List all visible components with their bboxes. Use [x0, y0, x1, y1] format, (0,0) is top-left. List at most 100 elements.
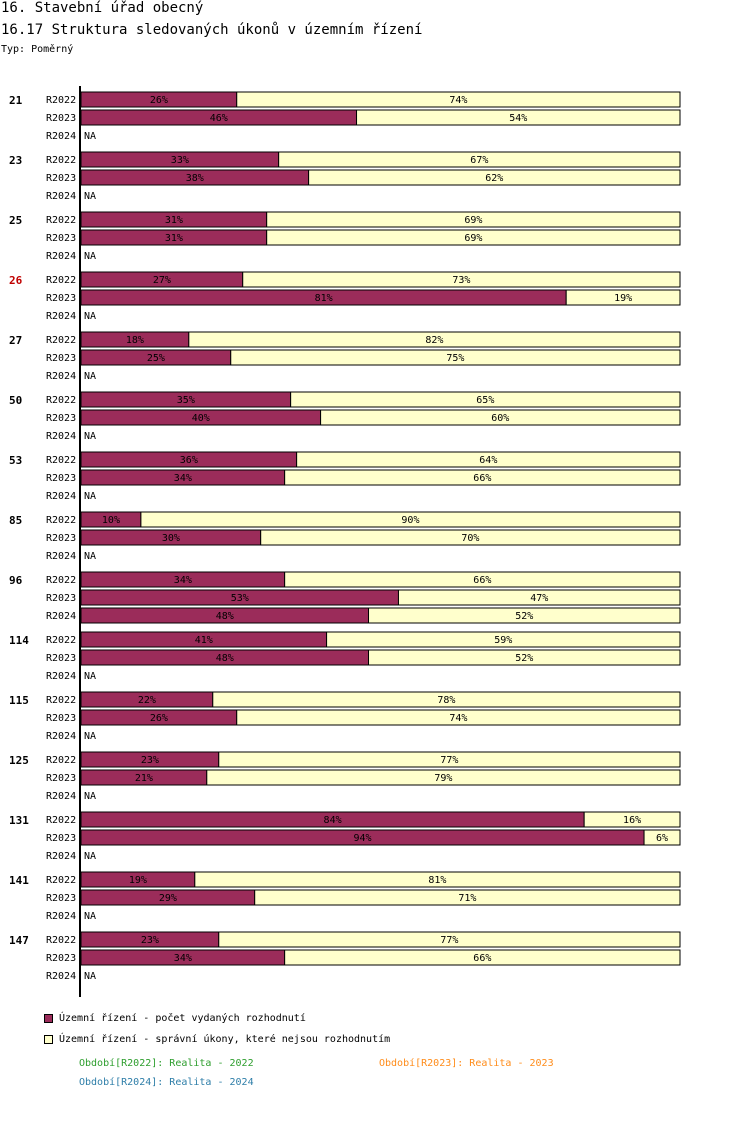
- period-tick-label: R2024: [46, 491, 76, 502]
- data-label: 94%: [353, 833, 371, 844]
- data-label: 48%: [216, 611, 234, 622]
- period-tick-label: R2024: [46, 731, 76, 742]
- na-label: NA: [84, 851, 96, 862]
- na-label: NA: [84, 491, 96, 502]
- period-tick-label: R2024: [46, 431, 76, 442]
- data-label: 26%: [150, 713, 168, 724]
- data-label: 81%: [428, 875, 446, 886]
- legend-label-series1: Územní řízení - počet vydaných rozhodnut…: [59, 1013, 306, 1024]
- bar-segment: [565, 289, 681, 306]
- data-label: 52%: [515, 653, 533, 664]
- na-label: NA: [84, 791, 96, 802]
- bar-segment: [643, 829, 681, 846]
- bar-segment: [278, 151, 681, 168]
- data-label: 34%: [174, 575, 192, 586]
- group-label: 50: [9, 394, 22, 407]
- na-label: NA: [84, 311, 96, 322]
- data-label: 46%: [210, 113, 228, 124]
- bar-segment: [242, 271, 681, 288]
- legend-item-series2: Územní řízení - správní úkony, které nej…: [44, 1034, 390, 1045]
- data-label: 18%: [126, 335, 144, 346]
- period-tick-label: R2023: [46, 293, 76, 304]
- bar-segment: [218, 751, 681, 768]
- na-label: NA: [84, 131, 96, 142]
- bar-segment: [284, 469, 681, 486]
- data-label: 66%: [473, 575, 491, 586]
- legend-item-series1: Územní řízení - počet vydaných rozhodnut…: [44, 1013, 306, 1024]
- data-label: 54%: [509, 113, 527, 124]
- data-label: 65%: [476, 395, 494, 406]
- na-label: NA: [84, 971, 96, 982]
- data-label: 79%: [434, 773, 452, 784]
- bar-segment: [230, 349, 681, 366]
- period-tick-label: R2024: [46, 971, 76, 982]
- legend-swatch-series2: [44, 1035, 53, 1044]
- period-tick-label: R2023: [46, 173, 76, 184]
- data-label: 71%: [458, 893, 476, 904]
- group-label: 23: [9, 154, 22, 167]
- bar-segment: [296, 451, 681, 468]
- period-tick-label: R2023: [46, 953, 76, 964]
- bar-segment: [140, 511, 681, 528]
- na-label: NA: [84, 731, 96, 742]
- group-label: 131: [9, 814, 29, 827]
- bar-segment: [368, 649, 681, 666]
- bar-segment: [266, 211, 681, 228]
- data-label: 19%: [129, 875, 147, 886]
- period-tick-label: R2023: [46, 233, 76, 244]
- period-tick-label: R2023: [46, 833, 76, 844]
- period-tick-label: R2024: [46, 791, 76, 802]
- period-tick-label: R2024: [46, 371, 76, 382]
- data-label: 26%: [150, 95, 168, 106]
- group-label: 21: [9, 94, 23, 107]
- na-label: NA: [84, 251, 96, 262]
- bar-segment: [284, 571, 681, 588]
- period-tick-label: R2022: [46, 155, 76, 166]
- na-label: NA: [84, 911, 96, 922]
- group-label: 53: [9, 454, 22, 467]
- data-label: 30%: [162, 533, 180, 544]
- period-tick-label: R2022: [46, 275, 76, 286]
- data-label: 29%: [159, 893, 177, 904]
- data-label: 66%: [473, 473, 491, 484]
- data-label: 35%: [177, 395, 195, 406]
- group-label: 114: [9, 634, 29, 647]
- group-label: 25: [9, 214, 22, 227]
- period-tick-label: R2023: [46, 653, 76, 664]
- group-label: 141: [9, 874, 29, 887]
- period-tick-label: R2023: [46, 773, 76, 784]
- data-label: 74%: [449, 95, 467, 106]
- bar-segment: [236, 91, 681, 108]
- bar-segment: [206, 769, 681, 786]
- period-tick-label: R2024: [46, 251, 76, 262]
- bar-segment: [212, 691, 681, 708]
- data-label: 25%: [147, 353, 165, 364]
- data-label: 69%: [464, 215, 482, 226]
- bar-segment: [284, 949, 681, 966]
- period-tick-label: R2022: [46, 875, 76, 886]
- data-label: 19%: [614, 293, 632, 304]
- period-tick-label: R2022: [46, 755, 76, 766]
- data-label: 60%: [491, 413, 509, 424]
- data-label: 78%: [437, 695, 455, 706]
- data-label: 70%: [461, 533, 479, 544]
- data-label: 36%: [180, 455, 198, 466]
- period-tick-label: R2022: [46, 515, 76, 526]
- data-label: 75%: [446, 353, 464, 364]
- data-label: 33%: [171, 155, 189, 166]
- period-tick-label: R2024: [46, 911, 76, 922]
- na-label: NA: [84, 671, 96, 682]
- period-label-r2022: Období[R2022]: Realita - 2022: [79, 1058, 254, 1069]
- data-label: 90%: [401, 515, 419, 526]
- period-tick-label: R2023: [46, 533, 76, 544]
- na-label: NA: [84, 191, 96, 202]
- stacked-bar-chart: 21 R2022 26% 74% R2023 46% 54% R2024 NA 23 R2022 33…: [9, 86, 681, 997]
- bar-segment: [194, 871, 681, 888]
- group-label: 26: [9, 274, 23, 287]
- page-title: 16. Stavební úřad obecný: [1, 0, 204, 16]
- data-label: 52%: [515, 611, 533, 622]
- na-label: NA: [84, 551, 96, 562]
- data-label: 47%: [530, 593, 548, 604]
- period-tick-label: R2023: [46, 113, 76, 124]
- data-label: 53%: [231, 593, 249, 604]
